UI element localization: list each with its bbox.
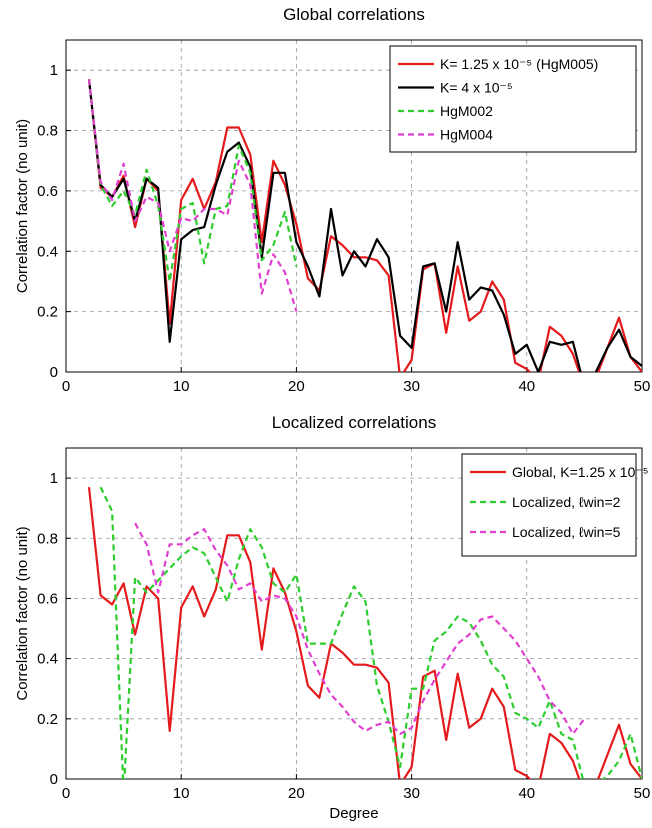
legend-label: K= 4 x 10⁻⁵ [440, 80, 513, 96]
chart-title: Global correlations [283, 5, 425, 24]
x-tick-label: 50 [634, 378, 651, 395]
y-tick-label: 1 [50, 62, 58, 79]
legend: K= 1.25 x 10⁻⁵ (HgM005) K= 4 x 10⁻⁵ HgM002… [389, 45, 637, 153]
x-tick-label: 30 [403, 378, 420, 395]
legend-label: HgM004 [440, 127, 493, 143]
x-tick-label: 0 [62, 785, 70, 802]
series-line [87, 79, 298, 312]
y-tick-label: 0.4 [37, 651, 58, 668]
series-line [87, 79, 642, 372]
y-tick-label: 0.2 [37, 304, 58, 321]
x-tick-label: 20 [288, 785, 305, 802]
legend-label: K= 1.25 x 10⁻⁵ (HgM005) [440, 56, 598, 72]
x-tick-label: 30 [403, 785, 420, 802]
x-tick-label: 40 [518, 785, 535, 802]
series-line [87, 486, 642, 779]
subplot: Global correlations Correlation factor (n… [14, 5, 650, 395]
legend-label: Global, K=1.25 x 10⁻⁵ [512, 464, 649, 480]
series-line [99, 486, 642, 779]
y-tick-label: 0.2 [37, 711, 58, 728]
legend: Global, K=1.25 x 10⁻⁵ Localized, ℓwin=2 Lo… [461, 453, 649, 557]
y-tick-label: 0.6 [37, 183, 58, 200]
y-tick-label: 0.6 [37, 590, 58, 607]
y-axis-label: Correlation factor (no unit) [14, 119, 31, 293]
y-tick-label: 0.8 [37, 530, 58, 547]
series-line [134, 522, 586, 735]
legend-label: Localized, ℓwin=2 [512, 494, 621, 510]
chart-title: Localized correlations [272, 413, 436, 432]
legend-label: Localized, ℓwin=5 [512, 524, 621, 540]
x-tick-label: 50 [634, 785, 651, 802]
x-tick-label: 10 [173, 785, 190, 802]
y-tick-label: 0.4 [37, 243, 58, 260]
y-tick-label: 0 [50, 364, 58, 381]
y-tick-label: 1 [50, 470, 58, 487]
x-tick-label: 20 [288, 378, 305, 395]
plot-frame [65, 39, 643, 373]
legend-label: HgM002 [440, 103, 493, 119]
lines [87, 486, 642, 779]
x-tick-label: 10 [173, 378, 190, 395]
y-axis-label: Correlation factor (no unit) [14, 526, 31, 700]
plot-frame [65, 447, 643, 780]
series-line [87, 79, 642, 372]
x-tick-label: 0 [62, 378, 70, 395]
lines [87, 79, 642, 372]
y-tick-label: 0 [50, 771, 58, 788]
x-tick-label: 40 [518, 378, 535, 395]
subplot: Localized correlations Correlation factor… [14, 413, 650, 822]
series-line [87, 79, 298, 283]
y-tick-label: 0.8 [37, 123, 58, 140]
x-axis-label: Degree [329, 805, 378, 822]
